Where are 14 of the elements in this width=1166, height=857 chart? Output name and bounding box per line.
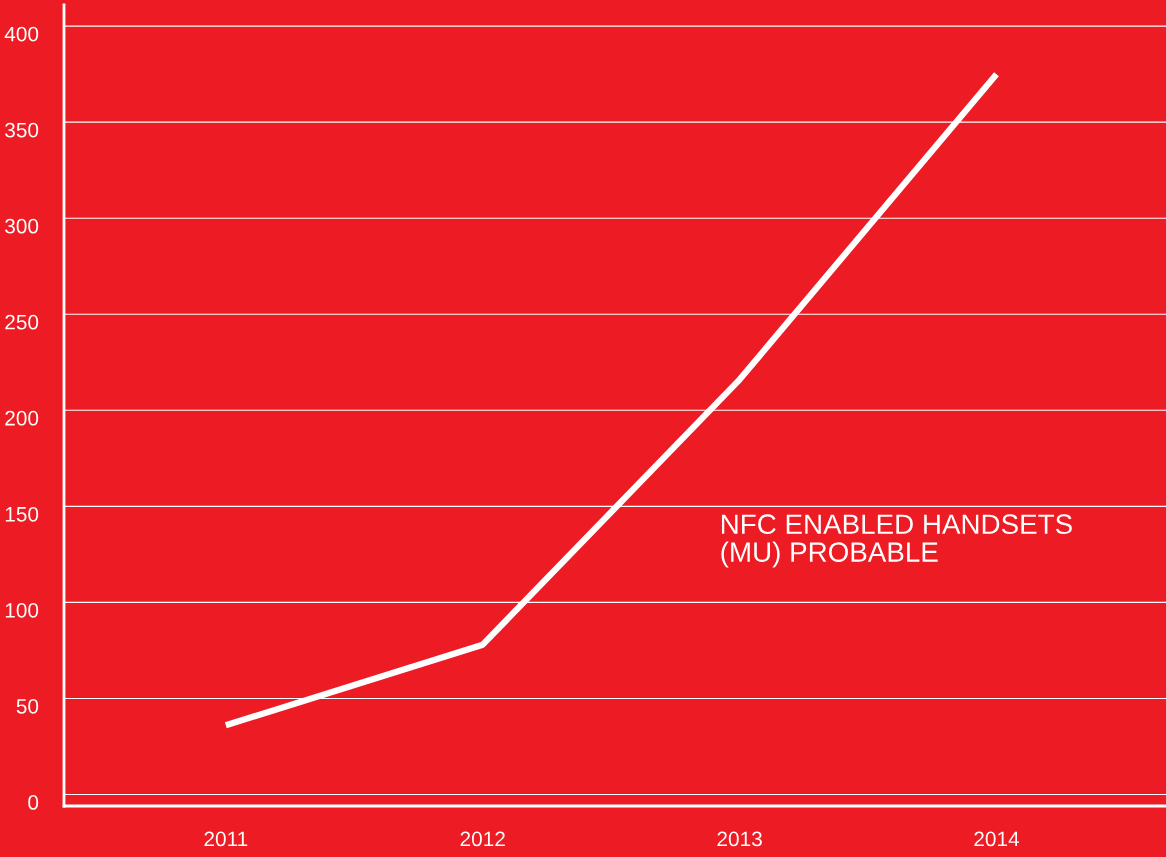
y-tick-label: 150 [5,506,39,522]
y-tick-label: 0 [28,795,39,810]
y-tick-label: 100 [5,602,39,618]
x-tick-label: 2011 [204,831,248,847]
y-tick-label: 200 [5,410,39,426]
y-tick-label: 400 [4,26,39,42]
y-tick-label: 350 [5,122,39,138]
x-tick-label: 2014 [974,831,1020,847]
y-tick-label: 250 [5,314,39,330]
annotation: NFC ENABLED HANDSETS (MU) PROBABLE [721,514,1072,568]
x-tick-label: 2012 [460,831,505,847]
y-tick-label: 300 [5,218,39,234]
y-tick-label: 50 [16,698,39,714]
x-tick-label: 2013 [717,831,762,847]
